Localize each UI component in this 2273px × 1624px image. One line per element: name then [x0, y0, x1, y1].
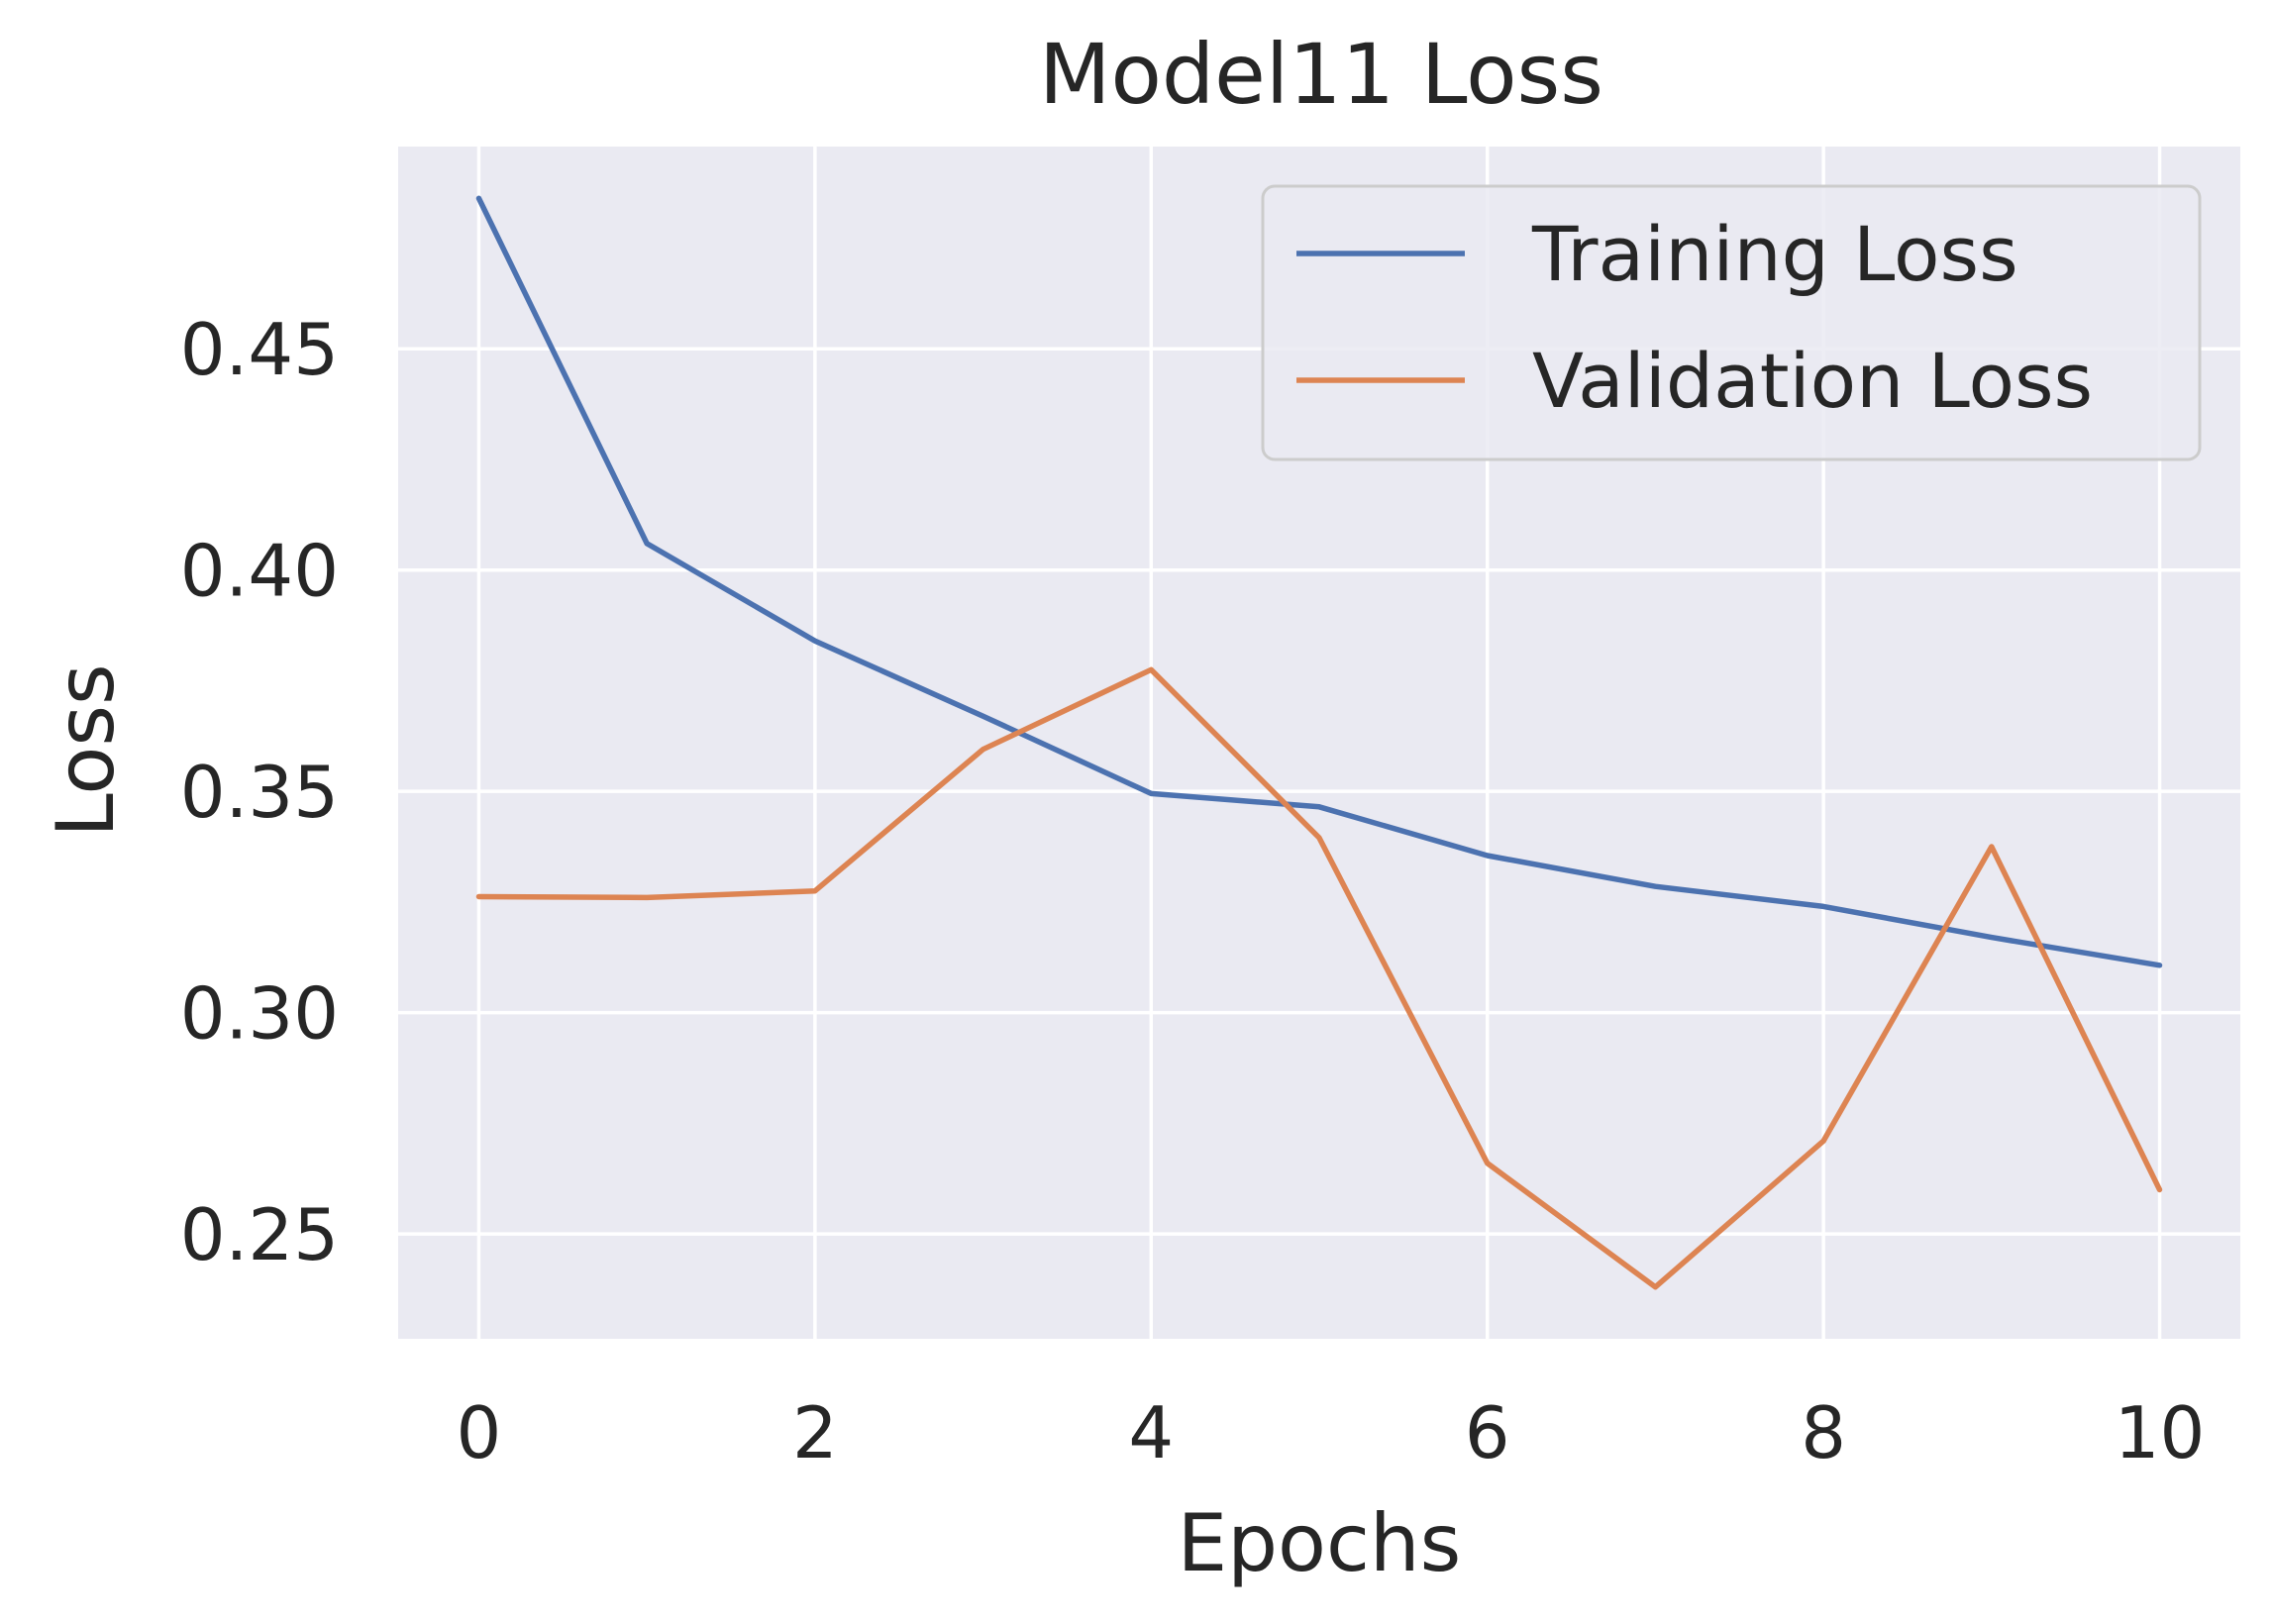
x-tick-label: 6 — [1465, 1391, 1510, 1474]
y-tick-label: 0.25 — [180, 1193, 339, 1276]
y-tick-label: 0.45 — [180, 308, 339, 391]
chart-title: Model11 Loss — [1039, 26, 1603, 123]
y-tick-label: 0.40 — [180, 530, 339, 613]
y-tick-label: 0.30 — [180, 972, 339, 1056]
series-line-training-loss — [475, 195, 2163, 968]
legend: Training Loss Validation Loss — [1261, 184, 2202, 461]
x-tick-label: 0 — [457, 1391, 502, 1474]
y-tick-labels: 0.25 0.30 0.35 0.40 0.45 — [180, 308, 339, 1276]
legend-box — [1261, 184, 2202, 461]
x-tick-label: 2 — [792, 1391, 838, 1474]
legend-label-validation-loss: Validation Loss — [1532, 337, 2093, 425]
x-tick-labels: 0 2 4 6 8 10 — [457, 1391, 2206, 1474]
y-axis-label: Loss — [40, 663, 132, 837]
x-axis-label: Epochs — [1178, 1497, 1462, 1589]
series-layer — [475, 195, 2163, 1290]
y-tick-label: 0.35 — [180, 751, 339, 834]
x-tick-label: 4 — [1128, 1391, 1174, 1474]
legend-label-training-loss: Training Loss — [1531, 210, 2018, 298]
series-line-validation-loss — [475, 666, 2163, 1290]
x-tick-label: 8 — [1801, 1391, 1846, 1474]
x-tick-label: 10 — [2115, 1391, 2206, 1474]
